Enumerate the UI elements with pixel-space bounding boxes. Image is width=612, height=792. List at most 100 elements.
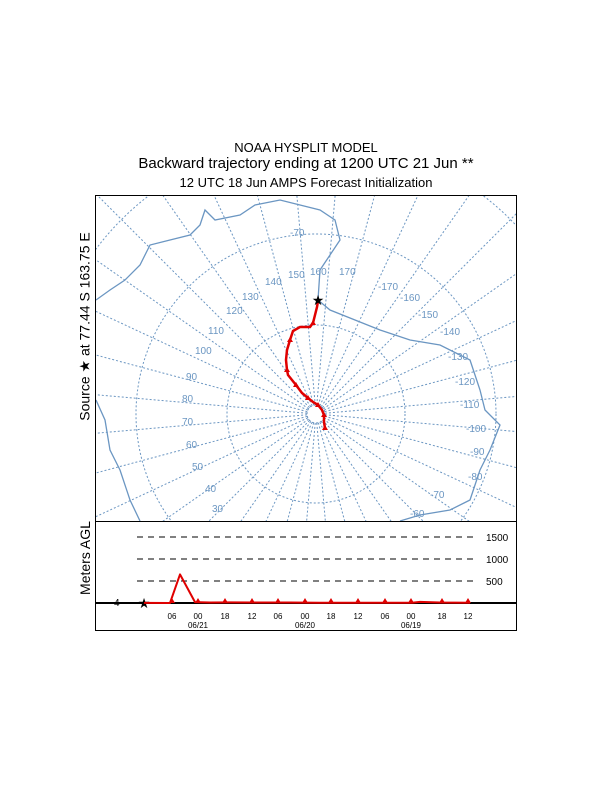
- height-marker: [465, 598, 471, 603]
- longitude-label: -110: [460, 400, 480, 411]
- longitude-label: 70: [182, 417, 194, 428]
- longitude-label: 60: [186, 440, 198, 451]
- trajectory-marker: [315, 402, 321, 407]
- height-marker: [355, 598, 361, 603]
- longitude-line: [96, 414, 308, 434]
- height-marker: [382, 598, 388, 603]
- model-title: NOAA HYSPLIT MODEL: [234, 140, 378, 155]
- longitude-label: -90: [470, 447, 485, 458]
- time-tick-label: 06: [168, 612, 177, 621]
- height-profile-line: [143, 573, 471, 604]
- trajectory-path: [284, 300, 327, 429]
- time-tick-label: 06: [381, 612, 390, 621]
- longitude-line: [96, 417, 309, 518]
- height-level-label: 1500: [486, 533, 509, 544]
- latitude-circle: [135, 233, 497, 521]
- trajectory-marker: [310, 320, 316, 325]
- longitude-line: [322, 213, 516, 408]
- longitude-line: [96, 310, 309, 411]
- initialization-subtitle: 12 UTC 18 Jun AMPS Forecast Initializati…: [179, 175, 433, 190]
- longitude-line: [306, 422, 316, 521]
- longitude-label: 140: [265, 277, 282, 288]
- longitude-line: [317, 196, 375, 406]
- longitude-label: 50: [192, 462, 204, 473]
- longitude-line: [324, 415, 516, 469]
- latitude-circle: [226, 324, 406, 504]
- longitude-label: -160: [400, 293, 420, 304]
- longitude-line: [322, 420, 424, 521]
- coastline: [96, 199, 501, 521]
- longitude-line: [213, 196, 313, 407]
- trajectory-marker: [293, 382, 299, 387]
- longitude-line: [319, 196, 419, 407]
- time-tick-label: 12: [464, 612, 473, 621]
- longitude-line: [96, 394, 308, 414]
- longitude-label: 100: [195, 346, 212, 357]
- height-level-label: 1000: [486, 555, 509, 566]
- longitude-line: [240, 421, 312, 521]
- longitude-line: [96, 354, 308, 413]
- longitude-line: [319, 421, 367, 521]
- longitude-line: [96, 415, 308, 474]
- time-tick-label: 06: [274, 612, 283, 621]
- height-marker: [328, 598, 334, 603]
- longitude-label: 150: [288, 270, 305, 281]
- longitude-label: 90: [186, 372, 198, 383]
- longitude-line: [316, 196, 336, 406]
- longitude-label: -100: [466, 424, 486, 435]
- latitude-circle: [96, 196, 516, 250]
- start-height-label: 4: [114, 598, 120, 609]
- longitude-line: [324, 359, 516, 413]
- longitude-line: [320, 421, 392, 521]
- longitude-line: [208, 420, 310, 521]
- longitude-line: [323, 417, 516, 508]
- longitude-line: [323, 418, 470, 521]
- longitude-line: [317, 422, 346, 521]
- longitude-label: -70: [430, 490, 445, 501]
- longitude-line: [97, 196, 310, 408]
- longitude-line: [265, 421, 313, 521]
- height-level-label: 500: [486, 577, 503, 588]
- trajectory-marker: [284, 367, 290, 372]
- longitude-label: 130: [242, 292, 259, 303]
- longitude-label: 120: [226, 306, 243, 317]
- longitude-label: -150: [418, 310, 438, 321]
- longitude-label: 170: [339, 267, 356, 278]
- longitude-label: 30: [212, 504, 224, 515]
- source-star-icon: ★: [312, 292, 325, 308]
- longitude-label: 110: [208, 326, 224, 337]
- longitude-line: [257, 196, 315, 406]
- longitude-line: [162, 196, 312, 407]
- time-tick-label: 00: [301, 612, 310, 621]
- height-frame: [95, 521, 517, 631]
- longitude-label: 160: [310, 267, 327, 278]
- longitude-line: [96, 259, 309, 410]
- longitude-label: -130: [448, 352, 468, 363]
- longitude-line: [162, 418, 309, 521]
- date-label: 06/21: [188, 621, 209, 630]
- longitude-label: -140: [440, 327, 460, 338]
- time-tick-label: 18: [438, 612, 447, 621]
- longitude-line: [323, 273, 516, 410]
- time-tick-label: 00: [407, 612, 416, 621]
- longitude-line: [324, 414, 516, 432]
- longitude-label: -60: [410, 509, 425, 520]
- trajectory-title: Backward trajectory ending at 1200 UTC 2…: [138, 155, 474, 172]
- trajectory-marker: [321, 412, 327, 417]
- date-label: 06/19: [401, 621, 422, 630]
- longitude-label: 80: [182, 394, 194, 405]
- longitude-line: [296, 196, 316, 406]
- longitude-label: -170: [378, 282, 398, 293]
- trajectory-marker: [287, 337, 293, 342]
- longitude-label: -80: [468, 472, 483, 483]
- time-tick-label: 12: [354, 612, 363, 621]
- longitude-label: -120: [455, 377, 475, 388]
- longitude-line: [324, 396, 516, 414]
- trajectory-marker: [322, 425, 328, 430]
- date-label: 06/20: [295, 621, 316, 630]
- longitude-line: [320, 196, 470, 407]
- time-tick-label: 00: [194, 612, 203, 621]
